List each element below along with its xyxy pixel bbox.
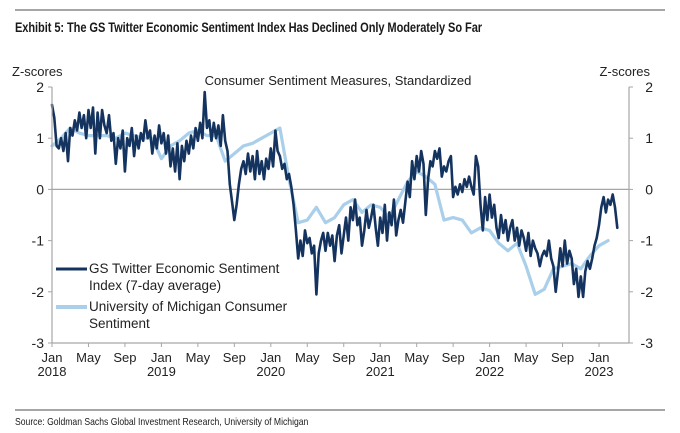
- x-tick-label: Jan: [479, 350, 500, 365]
- x-tick-label: Sep: [113, 350, 136, 365]
- right-y-tick-label: -1: [641, 233, 654, 249]
- legend-label: University of Michigan Consumer: [89, 299, 288, 314]
- x-tick-label: Sep: [223, 350, 246, 365]
- x-tick-year-label: 2023: [585, 364, 614, 379]
- x-tick-label: May: [76, 350, 101, 365]
- right-y-tick-label: -3: [641, 335, 654, 351]
- legend-label: GS Twitter Economic Sentiment: [89, 261, 280, 276]
- source-note: Source: Goldman Sachs Global Investment …: [15, 416, 309, 428]
- left-y-tick-label: -1: [32, 233, 45, 249]
- x-tick-label: Jan: [370, 350, 391, 365]
- top-rule: [15, 9, 665, 11]
- legend-label: Sentiment: [89, 316, 150, 331]
- bottom-rule: [15, 409, 665, 411]
- x-tick-label: May: [404, 350, 429, 365]
- x-tick-year-label: 2018: [38, 364, 67, 379]
- exhibit-title: Exhibit 5: The GS Twitter Economic Senti…: [15, 20, 483, 35]
- legend-label: Index (7-day average): [89, 278, 221, 293]
- legend: GS Twitter Economic Sentiment Index (7-da…: [56, 261, 288, 331]
- x-tick-label: Jan: [260, 350, 281, 365]
- right-axis-label: Z-scores: [599, 64, 650, 79]
- legend-item-umich: University of Michigan Consumer Sentiment: [56, 299, 288, 331]
- x-tick-label: Sep: [332, 350, 355, 365]
- x-tick-year-label: 2020: [256, 364, 285, 379]
- right-y-tick-label: 2: [645, 79, 653, 95]
- x-tick-label: May: [295, 350, 320, 365]
- legend-item-gs-twitter: GS Twitter Economic Sentiment Index (7-da…: [56, 261, 280, 293]
- gs-twitter-series: [50, 90, 619, 299]
- right-y-tick-label: 1: [645, 130, 653, 146]
- x-tick-label: Jan: [42, 350, 63, 365]
- right-y-tick-label: -2: [641, 284, 654, 300]
- right-y-tick-label: 0: [645, 181, 653, 197]
- x-tick-year-label: 2021: [366, 364, 395, 379]
- x-tick-label: Jan: [151, 350, 172, 365]
- left-y-tick-label: 0: [36, 181, 44, 197]
- x-tick-label: Jan: [589, 350, 610, 365]
- left-y-tick-label: -3: [32, 335, 45, 351]
- left-y-tick-label: 1: [36, 130, 44, 146]
- left-axis-label: Z-scores: [12, 64, 63, 79]
- x-tick-label: Sep: [442, 350, 465, 365]
- gs-twitter-line: [50, 90, 619, 299]
- chart-title: Consumer Sentiment Measures, Standardize…: [205, 73, 472, 88]
- x-tick-year-label: 2019: [147, 364, 176, 379]
- x-tick-year-label: 2022: [475, 364, 504, 379]
- left-y-tick-label: 2: [36, 79, 44, 95]
- x-tick-label: Sep: [551, 350, 574, 365]
- left-y-tick-label: -2: [32, 284, 45, 300]
- x-tick-label: May: [186, 350, 211, 365]
- x-tick-label: May: [514, 350, 539, 365]
